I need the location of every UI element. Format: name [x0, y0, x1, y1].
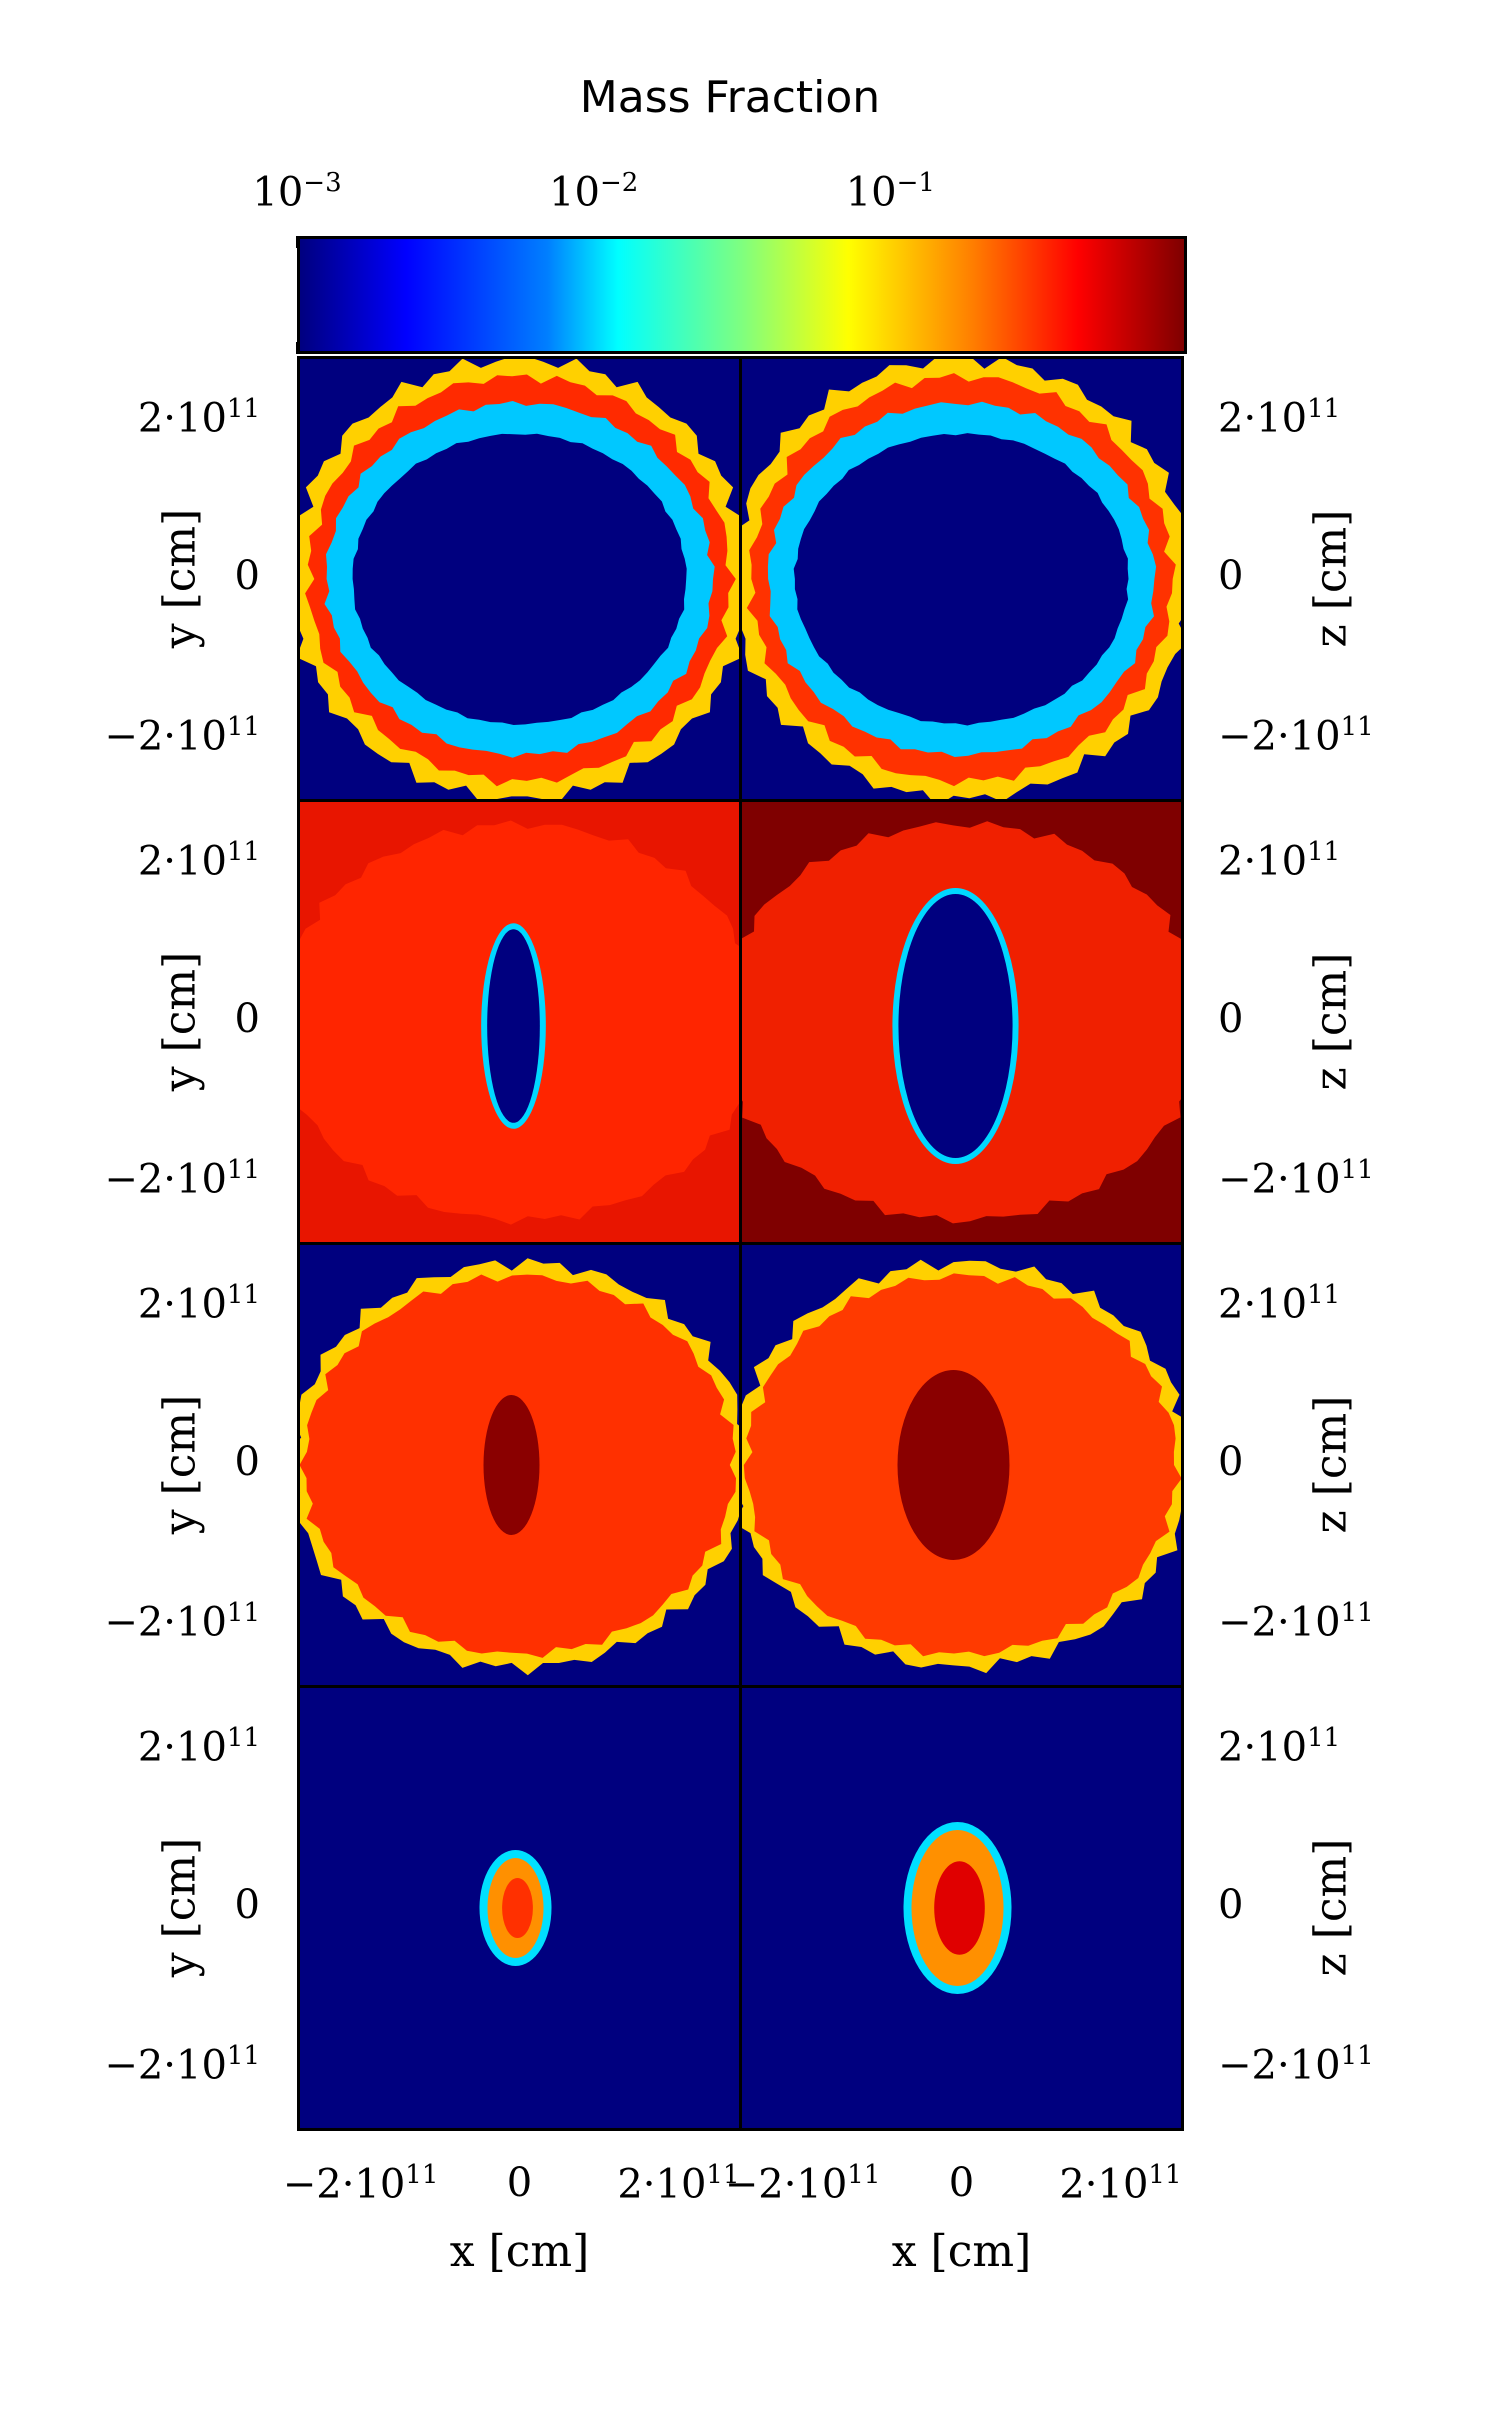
colorbar-tick-label: 10−2	[549, 168, 639, 216]
y-tick-label: 2·1011	[137, 393, 260, 442]
heatmap-panel-r4-right	[739, 1685, 1184, 2131]
core-region	[934, 1861, 985, 1955]
z-axis-label: z [cm]	[1305, 952, 1357, 1091]
y-axis-label: y [cm]	[154, 1394, 206, 1535]
inner-region	[793, 433, 1129, 726]
z-tick-label: −2·1011	[1218, 1155, 1374, 1203]
heatmap-image	[903, 1822, 1012, 1994]
x-tick-label: 2·1011	[1059, 2160, 1182, 2208]
y-tick-label: 2·1011	[137, 836, 260, 885]
x-tick-label: 0	[948, 2160, 975, 2206]
heatmap-panel-r2-left	[297, 799, 742, 1245]
z-tick-label: 2·1011	[1218, 836, 1341, 885]
y-axis-label: y [cm]	[154, 1837, 206, 1978]
z-tick-label: −2·1011	[1218, 712, 1374, 760]
y-tick-label: 0	[234, 996, 260, 1042]
x-tick-label: −2·1011	[724, 2160, 881, 2208]
x-axis-label: x [cm]	[891, 2226, 1032, 2277]
y-axis-label: y [cm]	[154, 508, 206, 649]
z-tick-label: 0	[1218, 1439, 1244, 1485]
y-tick-label: 0	[234, 1439, 260, 1485]
z-axis-label: z [cm]	[1305, 1395, 1357, 1534]
y-tick-label: −2·1011	[104, 2041, 260, 2089]
heatmap-image	[300, 1258, 739, 1676]
heatmap-image	[742, 359, 1181, 799]
heatmap-panel-r1-left	[297, 356, 742, 802]
z-tick-label: 0	[1218, 996, 1244, 1042]
z-axis-label: z [cm]	[1305, 1838, 1357, 1977]
x-axis-label: x [cm]	[449, 2226, 590, 2277]
z-tick-label: 2·1011	[1218, 1279, 1341, 1328]
heatmap-image	[479, 1850, 552, 1966]
y-tick-label: 2·1011	[137, 1279, 260, 1328]
colorbar	[297, 236, 1187, 354]
heatmap-panel-r1-right	[739, 356, 1184, 802]
heatmap-image	[300, 820, 739, 1225]
heatmap-panel-r3-right	[739, 1242, 1184, 1688]
x-tick-label: −2·1011	[282, 2160, 439, 2208]
core-region	[897, 1370, 1010, 1560]
y-axis-label: y [cm]	[154, 951, 206, 1092]
heatmap-image	[300, 359, 739, 799]
heatmap-panel-r4-left	[297, 1685, 742, 2131]
inner-region	[898, 894, 1013, 1158]
x-tick-label: 2·1011	[617, 2160, 740, 2208]
z-tick-label: −2·1011	[1218, 2041, 1374, 2089]
inner-region	[352, 433, 687, 725]
y-tick-label: −2·1011	[104, 1155, 260, 1203]
y-tick-label: 2·1011	[137, 1722, 260, 1771]
y-tick-label: 0	[234, 1882, 260, 1928]
heatmap-image	[742, 1259, 1181, 1674]
inner-region	[487, 929, 540, 1123]
y-tick-label: −2·1011	[104, 712, 260, 760]
colorbar-tick-label: 10−3	[252, 168, 342, 216]
z-tick-label: 2·1011	[1218, 1722, 1341, 1771]
x-tick-label: 0	[506, 2160, 533, 2206]
core-region	[502, 1878, 533, 1938]
z-tick-label: 2·1011	[1218, 393, 1341, 442]
y-tick-label: −2·1011	[104, 1598, 260, 1646]
z-tick-label: 0	[1218, 553, 1244, 599]
colorbar-title: Mass Fraction	[579, 72, 881, 123]
heatmap-panel-r3-left	[297, 1242, 742, 1688]
colorbar-tick-label: 10−1	[845, 168, 935, 216]
heatmap-panel-r2-right	[739, 799, 1184, 1245]
z-tick-label: −2·1011	[1218, 1598, 1374, 1646]
z-tick-label: 0	[1218, 1882, 1244, 1928]
y-tick-label: 0	[234, 553, 260, 599]
z-axis-label: z [cm]	[1305, 509, 1357, 648]
heatmap-image	[742, 821, 1181, 1224]
core-region	[483, 1395, 540, 1535]
